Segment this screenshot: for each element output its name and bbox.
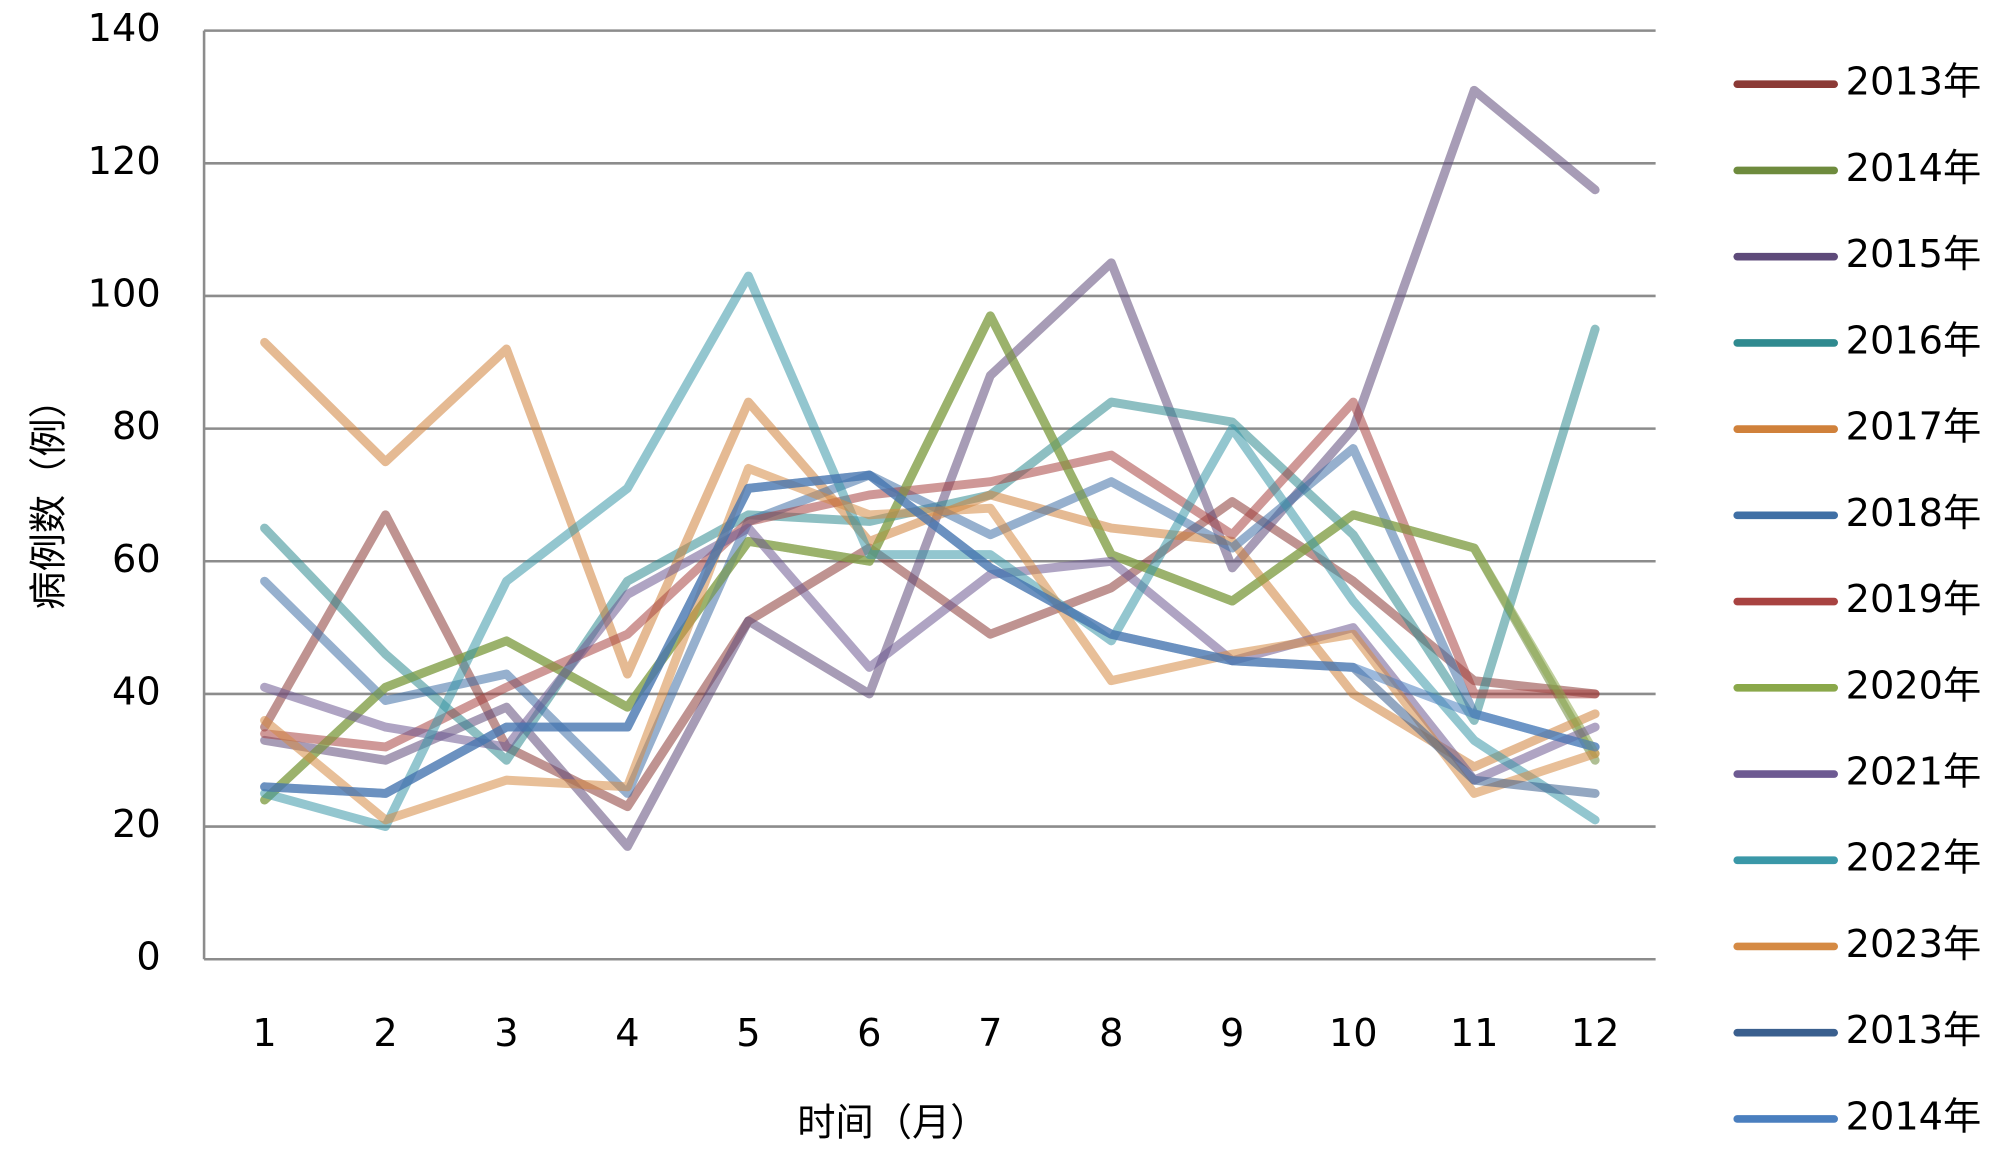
y-tick-label: 0 [136, 935, 160, 980]
x-tick-label: 2 [373, 1011, 397, 1056]
legend-label: 2023年 [1846, 922, 1982, 967]
x-axis-title: 时间（月） [797, 1101, 988, 1146]
legend-label: 2014年 [1846, 146, 1982, 191]
y-tick-label: 100 [88, 271, 161, 316]
legend-label: 2017年 [1846, 405, 1982, 450]
legend-label: 2020年 [1846, 663, 1982, 708]
legend-label: 2021年 [1846, 750, 1982, 795]
legend-label: 2013年 [1846, 1008, 1982, 1053]
legend-label: 2016年 [1846, 318, 1982, 363]
y-tick-label: 120 [88, 139, 161, 184]
legend-label: 2018年 [1846, 491, 1982, 536]
series-line [260, 397, 1600, 752]
legend-label: 2022年 [1846, 836, 1982, 881]
y-tick-label: 20 [112, 802, 161, 847]
y-axis-title: 病例数（例） [27, 380, 72, 610]
x-tick-label: 3 [494, 1011, 518, 1056]
x-tick-label: 5 [736, 1011, 760, 1056]
x-tick-label: 8 [1099, 1011, 1123, 1056]
series-line [260, 85, 1600, 851]
y-tick-label: 80 [112, 404, 161, 449]
series-line [260, 444, 1600, 798]
series-line [260, 463, 1600, 825]
x-tick-label: 9 [1220, 1011, 1244, 1056]
series-line [260, 470, 1600, 798]
x-tick-label: 12 [1571, 1011, 1620, 1056]
y-tick-label: 140 [88, 6, 161, 51]
y-tick-label: 40 [112, 669, 161, 714]
y-tick-label: 60 [112, 537, 161, 582]
legend-label: 2014年 [1846, 1094, 1982, 1139]
legend-label: 2019年 [1846, 577, 1982, 622]
legend-label: 2013年 [1846, 60, 1982, 105]
series-line [260, 523, 1600, 785]
legend-label: 2015年 [1846, 232, 1982, 277]
x-tick-label: 6 [857, 1011, 881, 1056]
x-tick-label: 11 [1450, 1011, 1499, 1056]
x-tick-label: 4 [615, 1011, 639, 1056]
series-line [260, 497, 1600, 812]
series-line [260, 271, 1600, 832]
x-tick-label: 1 [252, 1011, 276, 1056]
x-tick-label: 7 [978, 1011, 1002, 1056]
series-line [260, 311, 1600, 805]
x-tick-label: 10 [1329, 1011, 1378, 1056]
